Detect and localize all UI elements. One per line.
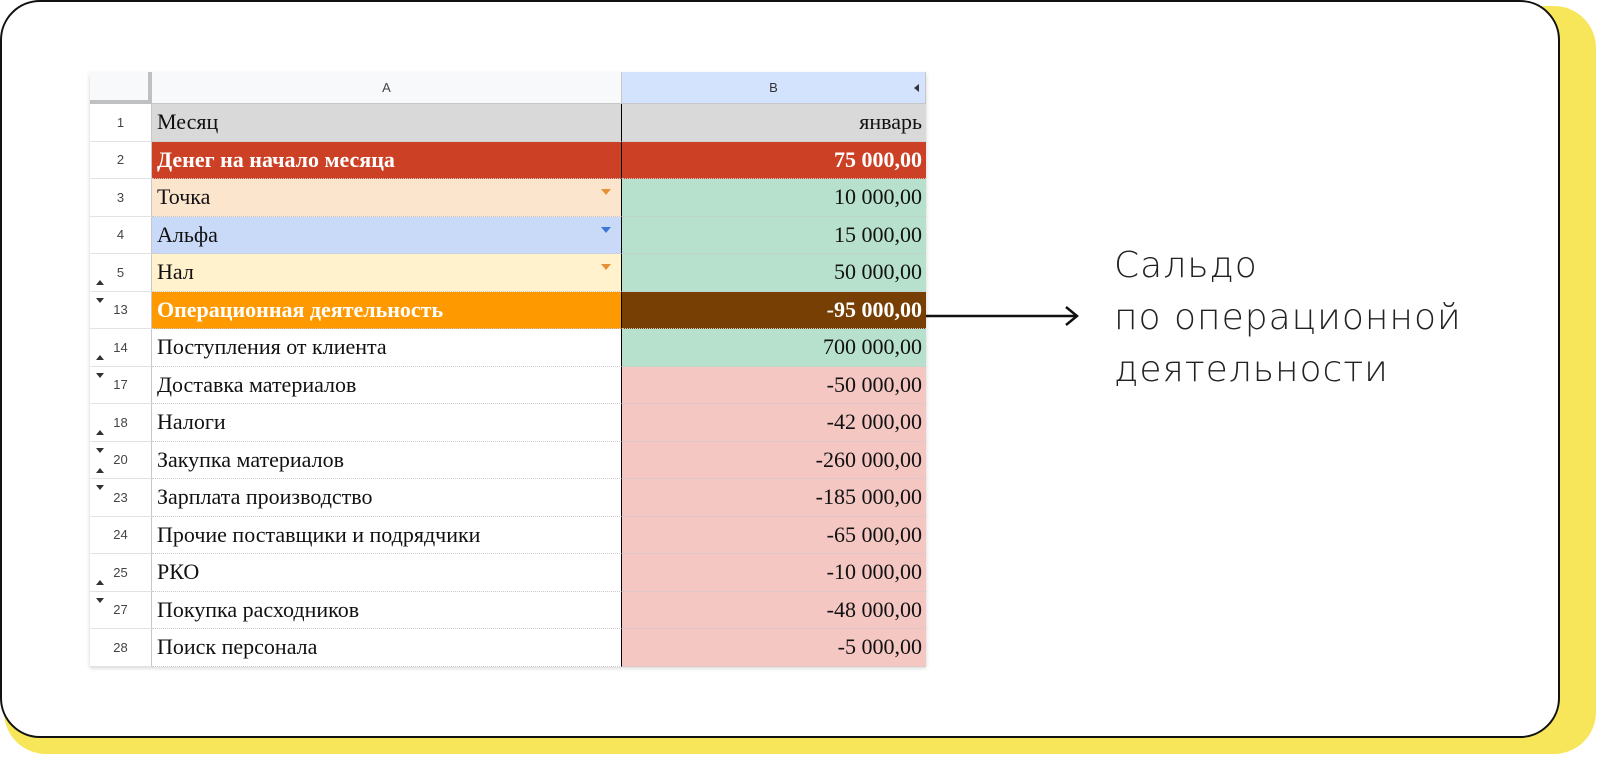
row-number[interactable]: 2 <box>90 141 152 179</box>
group-expand-icon[interactable] <box>96 297 104 303</box>
cell-a-text: Точка <box>157 184 211 210</box>
table-row: 4 Альфа 15 000,00 <box>90 216 926 254</box>
cell-b[interactable]: -50 000,00 <box>622 366 926 404</box>
cell-a[interactable]: Точка <box>152 179 622 217</box>
group-collapse-icon[interactable] <box>96 467 104 473</box>
cell-b[interactable]: 10 000,00 <box>622 179 926 217</box>
table-row: 5 Нал 50 000,00 <box>90 254 926 292</box>
cell-a[interactable]: Закупка материалов <box>152 441 622 479</box>
row-number[interactable]: 14 <box>90 329 152 367</box>
cell-b[interactable]: январь <box>622 104 926 142</box>
cell-a[interactable]: Поступления от клиента <box>152 329 622 367</box>
spreadsheet: A B 1 Месяц январь 2 Денег на начало месяца 7… <box>90 72 926 667</box>
group-expand-icon[interactable] <box>96 597 104 603</box>
row-number[interactable]: 5 <box>90 254 152 292</box>
cell-b[interactable]: -65 000,00 <box>622 516 926 554</box>
cell-a-text: Месяц <box>157 109 219 135</box>
column-header-row: A B <box>90 72 926 104</box>
table-row: 18 Налоги -42 000,00 <box>90 404 926 442</box>
cell-a-text: Денег на начало месяца <box>157 146 395 172</box>
group-expand-icon[interactable] <box>96 372 104 378</box>
cell-a[interactable]: Альфа <box>152 216 622 254</box>
cell-b[interactable]: 700 000,00 <box>622 329 926 367</box>
cell-b[interactable]: -10 000,00 <box>622 554 926 592</box>
row-number[interactable]: 28 <box>90 629 152 667</box>
cell-b[interactable]: -185 000,00 <box>622 479 926 517</box>
cell-a-text: Альфа <box>157 221 218 247</box>
annotation-line-1: Сальдо <box>1114 245 1258 286</box>
cell-b[interactable]: -260 000,00 <box>622 441 926 479</box>
table-row: 2 Денег на начало месяца 75 000,00 <box>90 141 926 179</box>
cell-a-text: Налоги <box>157 409 226 435</box>
table-row: 17 Доставка материалов -50 000,00 <box>90 366 926 404</box>
row-number[interactable]: 27 <box>90 591 152 629</box>
dropdown-arrow-icon[interactable] <box>601 264 611 270</box>
collapse-left-icon[interactable] <box>914 84 919 92</box>
row-number[interactable]: 3 <box>90 179 152 217</box>
cell-a-text: Доставка материалов <box>157 371 357 397</box>
dropdown-arrow-icon[interactable] <box>601 189 611 195</box>
cell-a-text: Прочие поставщики и подрядчики <box>157 521 481 547</box>
table-row: 25 РКО -10 000,00 <box>90 554 926 592</box>
cell-a-text: Закупка материалов <box>157 446 344 472</box>
cell-b[interactable]: 50 000,00 <box>622 254 926 292</box>
cell-a[interactable]: Покупка расходников <box>152 591 622 629</box>
table-row: 3 Точка 10 000,00 <box>90 179 926 217</box>
cell-a[interactable]: Денег на начало месяца <box>152 141 622 179</box>
arrow-right-icon <box>926 306 1079 326</box>
row-number[interactable]: 18 <box>90 404 152 442</box>
cell-b[interactable]: -95 000,00 <box>622 291 926 329</box>
column-header-b-label: B <box>769 80 778 95</box>
cell-a[interactable]: Прочие поставщики и подрядчики <box>152 516 622 554</box>
annotation-text: Сальдо по операционной деятельности <box>1114 240 1462 396</box>
select-all-corner[interactable] <box>90 72 152 104</box>
group-expand-icon[interactable] <box>96 485 104 490</box>
cell-a-text: Зарплата производство <box>157 484 373 510</box>
cell-a-text: Поступления от клиента <box>157 334 387 360</box>
cell-b[interactable]: 15 000,00 <box>622 216 926 254</box>
cell-b[interactable]: -42 000,00 <box>622 404 926 442</box>
row-number[interactable]: 20 <box>90 441 152 479</box>
cell-a[interactable]: Налоги <box>152 404 622 442</box>
annotation-line-2: по операционной <box>1114 297 1462 338</box>
table-row: 24 Прочие поставщики и подрядчики -65 000,… <box>90 516 926 554</box>
cell-b[interactable]: -5 000,00 <box>622 629 926 667</box>
cell-a[interactable]: Поиск персонала <box>152 629 622 667</box>
row-number[interactable]: 24 <box>90 516 152 554</box>
cell-a[interactable]: Месяц <box>152 104 622 142</box>
group-expand-icon[interactable] <box>96 447 104 453</box>
cell-b[interactable]: 75 000,00 <box>622 141 926 179</box>
row-number[interactable]: 4 <box>90 216 152 254</box>
table-row: 1 Месяц январь <box>90 104 926 142</box>
cell-a[interactable]: Нал <box>152 254 622 292</box>
cell-a-text: РКО <box>157 559 200 585</box>
cell-b[interactable]: -48 000,00 <box>622 591 926 629</box>
cell-a[interactable]: Доставка материалов <box>152 366 622 404</box>
row-number[interactable]: 13 <box>90 291 152 329</box>
table-row: 28 Поиск персонала -5 000,00 <box>90 629 926 667</box>
cell-a-text: Поиск персонала <box>157 634 318 660</box>
table-row: 27 Покупка расходников -48 000,00 <box>90 591 926 629</box>
cell-a[interactable]: Операционная деятельность <box>152 291 622 329</box>
cell-a-text: Нал <box>157 259 194 285</box>
group-collapse-icon[interactable] <box>96 280 104 285</box>
dropdown-arrow-icon[interactable] <box>601 226 611 233</box>
row-number[interactable]: 25 <box>90 554 152 592</box>
cell-a[interactable]: РКО <box>152 554 622 592</box>
group-collapse-icon[interactable] <box>96 580 104 585</box>
cell-a-text: Операционная деятельность <box>157 296 444 322</box>
column-header-a[interactable]: A <box>152 72 622 104</box>
table-row: 13 Операционная деятельность -95 000,00 <box>90 291 926 329</box>
row-number[interactable]: 1 <box>90 104 152 142</box>
content-card: A B 1 Месяц январь 2 Денег на начало месяца 7… <box>0 0 1560 738</box>
annotation-line-3: деятельности <box>1114 349 1389 390</box>
cell-a[interactable]: Зарплата производство <box>152 479 622 517</box>
table-row: 23 Зарплата производство -185 000,00 <box>90 479 926 517</box>
cell-a-text: Покупка расходников <box>157 596 360 622</box>
table-row: 20 Закупка материалов -260 000,00 <box>90 441 926 479</box>
table-row: 14 Поступления от клиента 700 000,00 <box>90 329 926 367</box>
group-collapse-icon[interactable] <box>96 355 104 360</box>
column-header-b[interactable]: B <box>622 72 926 104</box>
group-collapse-icon[interactable] <box>96 430 104 435</box>
